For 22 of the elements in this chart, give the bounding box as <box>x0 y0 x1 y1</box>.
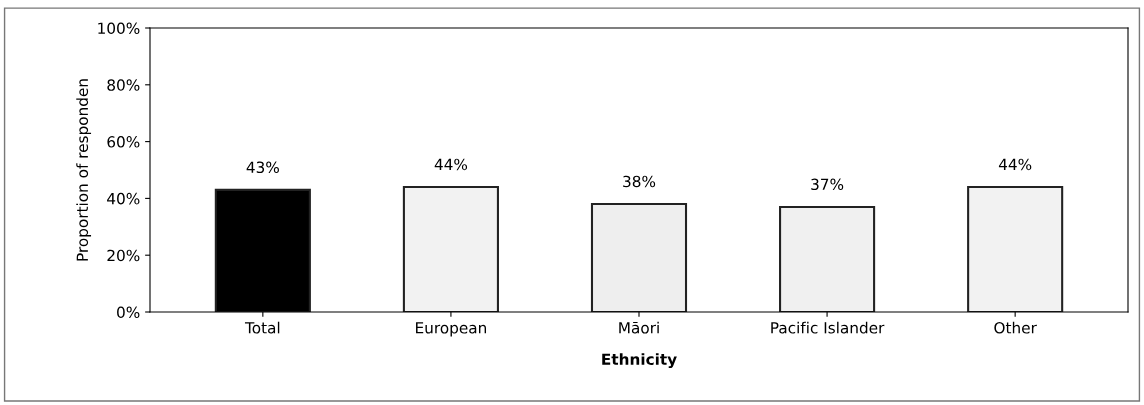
data-label: 38% <box>623 175 656 188</box>
y-tick-label: 40% <box>107 192 140 205</box>
y-tick-label: 60% <box>107 136 140 148</box>
y-tick-label: 80% <box>107 79 140 91</box>
y-tick-label: 100% <box>98 22 140 35</box>
bar <box>590 203 688 312</box>
data-label: 43% <box>246 161 279 174</box>
bar <box>402 186 499 312</box>
y-tick-label: 0% <box>117 306 140 319</box>
bar <box>967 186 1064 312</box>
x-tick-label: Total <box>244 321 280 334</box>
y-tick-label: 20% <box>107 249 140 262</box>
data-label: 37% <box>811 178 844 191</box>
bar <box>779 205 876 312</box>
x-tick-label: Māori <box>619 321 659 334</box>
x-tick-label: European <box>416 322 487 337</box>
x-tick-label: Pacific Islander <box>771 321 885 334</box>
x-axis-title: Ethnicity <box>602 353 677 369</box>
y-axis-title: Proportion of responden <box>76 79 92 261</box>
data-label: 44% <box>434 158 468 171</box>
x-tick-label: Other <box>994 321 1037 334</box>
data-label: 44% <box>998 158 1032 171</box>
